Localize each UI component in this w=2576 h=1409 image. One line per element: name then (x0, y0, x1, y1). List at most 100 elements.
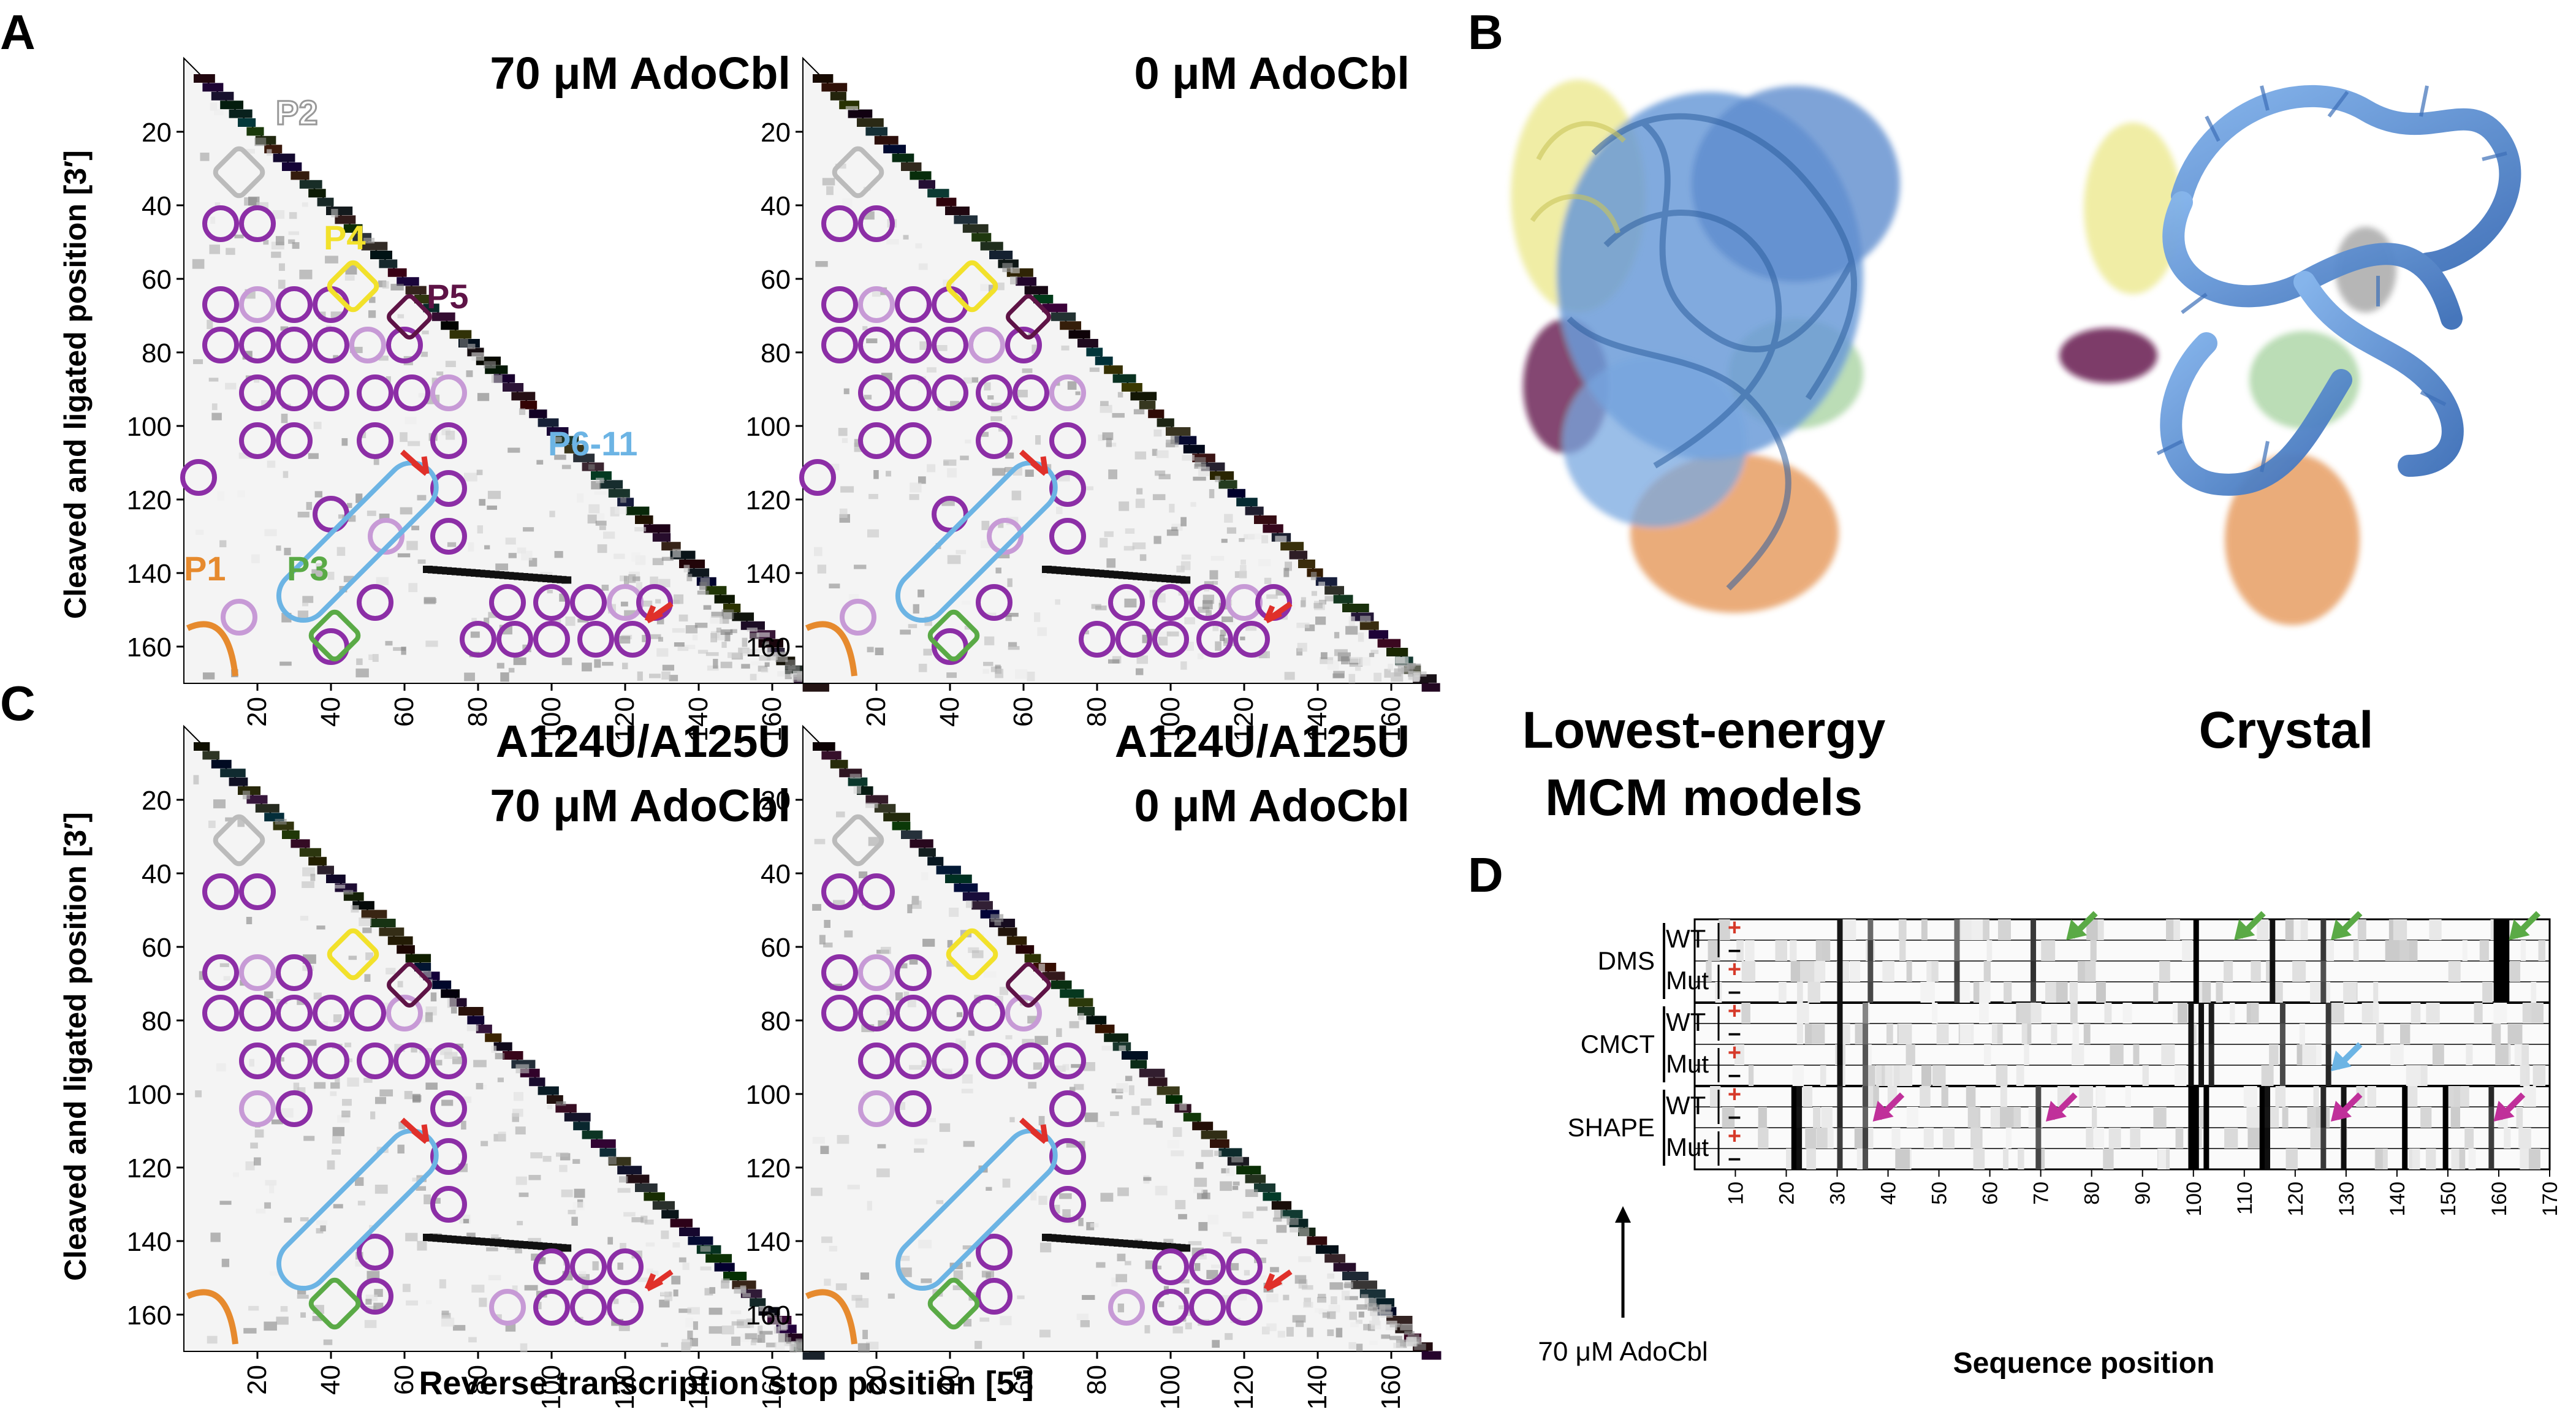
heatmap-noise-cell (249, 1058, 255, 1067)
heatmap-noise-cell (1067, 381, 1077, 390)
footprint-band (2442, 1107, 2449, 1128)
x-tick-label: 160 (1376, 1365, 1406, 1409)
heatmap-noise-cell (393, 647, 406, 651)
footprint-band (1954, 940, 1960, 961)
heatmap-noise-cell (867, 1201, 872, 1211)
footprint-band-faint (1817, 940, 1823, 961)
heatmap-noise-cell (321, 1021, 328, 1027)
heatmap-noise-cell (661, 1230, 669, 1239)
p6-11-marker (276, 1128, 439, 1291)
footprint-band-faint (2507, 1024, 2523, 1044)
contact-circle (821, 995, 858, 1031)
heatmap-noise-cell (316, 1220, 328, 1225)
footprint-band-faint (2056, 982, 2068, 1003)
contact-circle (570, 1248, 607, 1285)
contact-circle (1049, 518, 1086, 555)
heatmap-noise-cell (378, 355, 389, 361)
heatmap-noise-cell (863, 1091, 869, 1096)
heatmap-noise-cell (1322, 1312, 1330, 1318)
heatmap-noise-cell (1276, 1225, 1287, 1233)
diagonal-cell (635, 515, 653, 524)
footprint-band (2442, 1128, 2449, 1149)
footprint-band-faint (2070, 1003, 2078, 1024)
heatmap-noise-cell (376, 577, 389, 585)
heatmap-noise-cell (980, 284, 990, 291)
footprint-band-faint (2005, 1128, 2012, 1149)
heatmap-noise-cell (276, 1316, 289, 1325)
heatmap-noise-cell (971, 950, 984, 959)
footprint-band (2402, 1086, 2408, 1107)
footprint-band-faint (2479, 940, 2489, 961)
heatmap-noise-cell (1011, 415, 1017, 420)
heatmap-noise-cell (276, 545, 281, 551)
heatmap-noise-cell (614, 553, 625, 560)
diagonal-cell (308, 857, 327, 866)
contact-circle (313, 327, 349, 363)
heatmap-noise-cell (1002, 263, 1013, 272)
dms-arrow-head (2234, 919, 2255, 940)
diagonal-cell (1139, 400, 1156, 409)
heatmap-noise-cell (1275, 589, 1286, 596)
diagonal-cell (511, 392, 536, 401)
heatmap-noise-cell (390, 284, 404, 291)
diagonal-cell (1148, 409, 1165, 419)
diagonal-cell (848, 109, 873, 118)
x-tick-label: 20 (861, 1365, 891, 1395)
heatmap-noise-cell (284, 547, 291, 555)
footprint-band-faint (2153, 982, 2159, 1003)
heatmap-noise-cell (379, 1002, 392, 1008)
p2-label: P2 (276, 93, 318, 132)
heatmap-noise-cell (288, 239, 295, 244)
heatmap-noise-cell (669, 675, 678, 682)
heatmap-noise-cell (836, 811, 845, 818)
heatmap-noise-cell (444, 1052, 458, 1059)
footprint-band (2442, 1086, 2449, 1107)
heatmap-noise-cell (342, 1099, 352, 1106)
contact-circle (1005, 995, 1042, 1031)
heatmap-noise-cell (644, 1220, 654, 1225)
heatmap-noise-cell (300, 916, 309, 921)
heatmap-noise-cell (910, 482, 922, 493)
heatmap-noise-cell (1125, 528, 1135, 534)
footprint-band-faint (1804, 1024, 1814, 1044)
heatmap-noise-cell (731, 1336, 741, 1346)
footprint-band-faint (2110, 1044, 2124, 1065)
heatmap-noise-cell (1333, 670, 1345, 678)
x-tick-label: 80 (1082, 697, 1112, 727)
group-label: CMCT (1581, 1030, 1655, 1058)
heatmap-noise-cell (588, 504, 600, 514)
heatmap-noise-cell (659, 1299, 670, 1308)
heatmap-noise-cell (1245, 1189, 1258, 1198)
heatmap-noise-cell (1369, 1340, 1378, 1345)
heatmap-noise-cell (682, 1263, 690, 1270)
footprint-band-faint (2202, 982, 2211, 1003)
heatmap-noise-cell (843, 388, 849, 395)
heatmap-noise-cell (1080, 1320, 1090, 1327)
footprint-band-faint (2045, 982, 2059, 1003)
diagonal-cell (802, 1351, 825, 1360)
heatmap-noise-cell (461, 1120, 466, 1130)
p5-marker (387, 294, 432, 340)
footprint-band-faint (1899, 1065, 1913, 1086)
footprint-band-faint (1973, 1149, 1985, 1169)
heatmap-noise-cell (1069, 1087, 1076, 1092)
heatmap-noise-cell (355, 493, 363, 503)
y-tick-label: 40 (761, 859, 791, 889)
heatmap-noise-cell (523, 527, 534, 532)
heatmap-noise-cell (284, 1217, 292, 1223)
footprint-band-faint (2448, 961, 2461, 982)
heatmap-noise-cell (829, 1245, 838, 1251)
diagonal-cell (1254, 515, 1277, 524)
footprint-band-faint (2285, 1149, 2298, 1169)
heatmap-noise-cell (365, 952, 374, 960)
heatmap-noise-cell (292, 242, 300, 249)
row-label: WT (1666, 1008, 1706, 1036)
d-x-tick-label: 150 (2437, 1182, 2460, 1217)
heatmap-noise-cell (962, 1245, 974, 1250)
heatmap-noise-cell (962, 601, 971, 605)
footprint-band (2193, 1086, 2199, 1107)
footprint-band (2265, 1086, 2270, 1107)
footprint-band-faint (1996, 1065, 2008, 1086)
